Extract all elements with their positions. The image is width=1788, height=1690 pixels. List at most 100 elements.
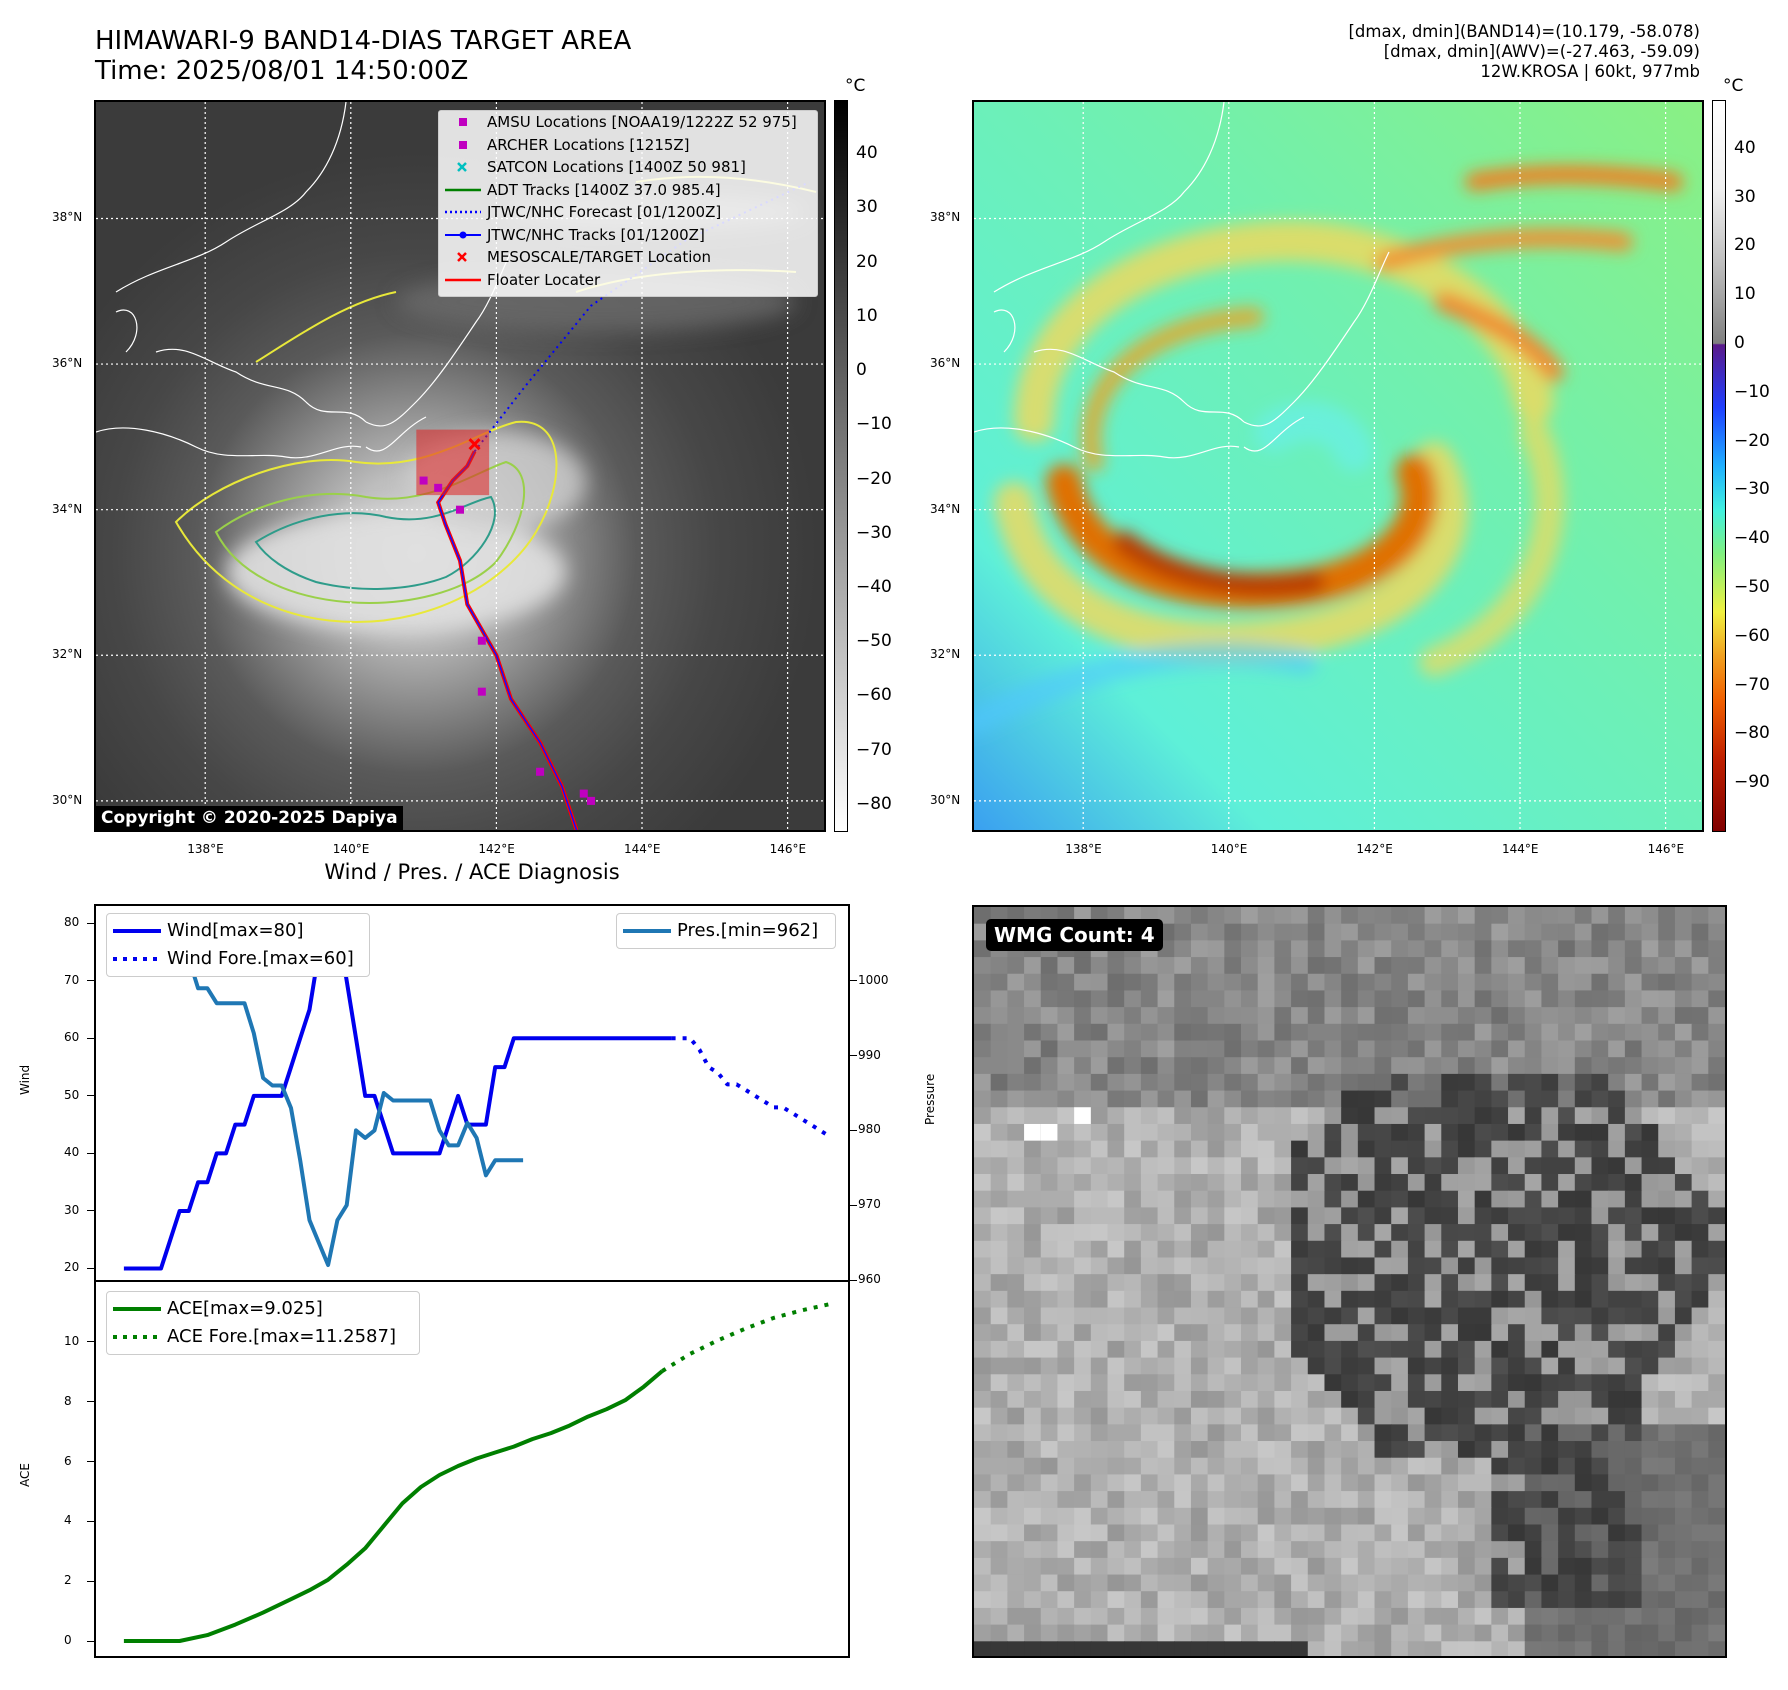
wind-legend-item: Wind[max=80] [113,920,304,941]
y-tick-mark [87,1095,94,1097]
series-line [123,1369,664,1643]
colorbar-tick-label: 20 [1734,235,1756,256]
colorbar-tick-label: 30 [1734,186,1756,207]
lat-tick-label: 36°N [930,356,961,371]
ace-axis-title: ACE [18,1463,32,1487]
lon-tick-label: 140°E [332,842,370,856]
y-tick-mark [87,1341,94,1343]
y-tick-label: 40 [64,1145,80,1160]
awv-map-panel [972,100,1704,832]
info-line-awv: [dmax, dmin](AWV)=(-27.463, -59.09) [1383,42,1700,61]
y-tick-label: 50 [64,1087,80,1102]
y-tick-mark [87,1267,94,1269]
colorbar-tick-label: −60 [1734,625,1770,646]
y-right-tick-label: 960 [858,1272,881,1286]
diagnosis-title: Wind / Pres. / ACE Diagnosis [324,860,620,884]
lon-tick-label: 146°E [1647,842,1685,856]
ace-chart: ACE[max=9.025] ACE Fore.[max=11.2587] [94,1280,850,1658]
y-tick-label: 4 [64,1513,72,1528]
y-tick-label: 2 [64,1573,72,1588]
legend-item: JTWC/NHC Tracks [01/1200Z] [439,224,817,247]
wmg-panel: WMG Count: 4 [972,905,1727,1658]
series-line [123,921,672,1271]
colorbar-tick-label: −30 [1734,479,1770,500]
colorbar-tick-label: 40 [1734,137,1756,158]
amsu-marker [587,796,596,805]
wmg-count-badge: WMG Count: 4 [986,919,1163,951]
colorbar-tick-label: −50 [856,631,892,652]
lat-tick-label: 34°N [930,501,961,516]
colorbar-tick-label: −10 [856,414,892,435]
ace-forecast-legend-item: ACE Fore.[max=11.2587] [113,1326,396,1347]
ace-plot [123,1302,830,1643]
y-tick-mark [87,1210,94,1212]
jtwc-forecast-line [473,181,810,453]
colorbar-tick-label: 40 [856,143,878,164]
colorbar-tick-label: −10 [1734,381,1770,402]
y-tick-mark [87,1152,94,1154]
ace-legend-item: ACE[max=9.025] [113,1298,323,1319]
y-tick-mark [87,1401,94,1403]
y-tick-label: 80 [64,915,80,930]
y-tick-label: 70 [64,972,80,987]
colorbar-tick-label: −70 [1734,674,1770,695]
y-tick-mark [87,1520,94,1522]
legend-item: Floater Locater [445,270,601,289]
wind-forecast-legend-item: Wind Fore.[max=60] [113,948,354,969]
y-tick-mark [87,1461,94,1463]
colorbar-tick-label: −20 [856,468,892,489]
colorbar-tick-label: 20 [856,251,878,272]
lat-tick-label: 32°N [52,647,83,662]
colorbar-tick-label: 10 [856,305,878,326]
pressure-legend: Pres.[min=962] [616,913,836,949]
y-tick-label: 6 [64,1453,72,1468]
lat-tick-label: 38°N [930,210,961,225]
y-tick-mark [87,1640,94,1642]
wind-pressure-chart: Wind[max=80] Wind Fore.[max=60] Pres.[mi… [94,904,850,1282]
y-tick-label: 8 [64,1393,72,1408]
lon-tick-label: 144°E [624,842,661,856]
y-tick-mark [87,922,94,924]
y-tick-label: 20 [64,1260,80,1275]
copyright-badge: Copyright © 2020-2025 Dapiya [96,806,403,830]
y-right-tick-mark [850,980,857,982]
legend-item: JTWC/NHC Forecast [01/1200Z] [445,203,722,221]
y-right-tick-mark [850,1279,857,1281]
colorbar-tick-label: 0 [856,360,867,381]
lon-tick-label: 146°E [769,842,807,856]
awv-colorbar-unit: °C [1723,76,1744,96]
colorbar-tick-label: −40 [856,577,892,597]
colorbar-tick-label: −80 [856,793,892,814]
y-right-tick-mark [850,1204,857,1206]
lat-tick-label: 32°N [930,647,961,662]
y-tick-label: 10 [64,1333,80,1348]
band14-colorbar [834,100,848,832]
colorbar-tick-label: −80 [1734,723,1770,744]
info-line-storm: 12W.KROSA | 60kt, 977mb [1480,62,1700,81]
y-right-tick-label: 980 [858,1122,881,1137]
legend-item: SATCON Locations [1400Z 50 981] [439,156,817,179]
colorbar-tick-label: 10 [1734,284,1756,305]
wind-legend: Wind[max=80] Wind Fore.[max=60] [106,913,370,977]
ace-legend: ACE[max=9.025] ACE Fore.[max=11.2587] [106,1291,420,1355]
colorbar-tick-label: 30 [856,197,878,218]
colorbar-tick-label: −70 [856,739,892,760]
y-right-tick-label: 990 [858,1047,881,1062]
y-tick-label: 30 [64,1202,80,1217]
legend-item: AMSU Locations [NOAA19/1222Z 52 975] [439,111,817,134]
amsu-marker [477,687,486,696]
colorbar-tick-label: −40 [1734,528,1770,549]
figure-title: HIMAWARI-9 BAND14-DIAS TARGET AREA [95,26,632,56]
colorbar-tick-label: 0 [1734,333,1745,353]
colorbar-tick-label: −20 [1734,430,1770,451]
amsu-marker [456,505,464,514]
lon-tick-label: 138°E [187,842,224,856]
legend-item: ADT Tracks [1400Z 37.0 985.4] [445,180,721,199]
lon-tick-label: 142°E [1356,842,1393,856]
info-block: [dmax, dmin](BAND14)=(10.179, -58.078) [… [1348,22,1700,82]
y-right-tick-mark [850,1129,857,1131]
figure-time: Time: 2025/08/01 14:50:00Z [95,56,469,86]
band14-map-panel: AMSU Locations [NOAA19/1222Z 52 975] ARCH… [94,100,826,832]
info-line-band14: [dmax, dmin](BAND14)=(10.179, -58.078) [1348,22,1700,41]
colorbar-tick-label: −60 [856,685,892,706]
